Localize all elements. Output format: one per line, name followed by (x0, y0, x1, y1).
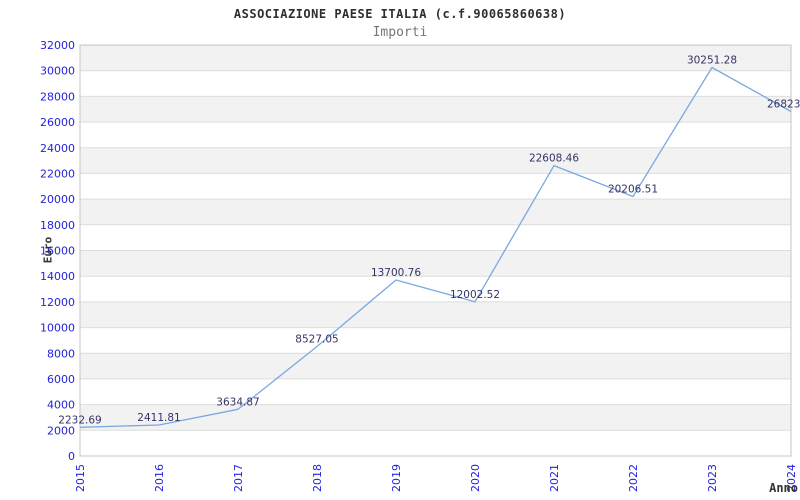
plot-border (79, 44, 792, 457)
x-tick-label: 2019 (390, 464, 403, 492)
y-tick-label: 14000 (40, 270, 75, 283)
y-tick-label: 26000 (40, 116, 75, 129)
x-tick-label: 2023 (706, 464, 719, 492)
data-label: 13700.76 (371, 267, 421, 279)
grid-band (80, 199, 791, 225)
y-axis-title: Euro (41, 236, 55, 264)
x-axis-title: Anno (769, 481, 798, 495)
y-tick-label: 8000 (47, 347, 75, 360)
y-tick-label: 20000 (40, 193, 75, 206)
x-tick-label: 2016 (153, 464, 166, 492)
grid-band (80, 301, 791, 328)
x-tick-label: 2018 (311, 464, 324, 492)
grid-band (80, 250, 791, 277)
grid-band (80, 45, 791, 71)
data-label: 8527.05 (295, 334, 338, 346)
y-tick-label: 30000 (40, 65, 75, 78)
x-tick-label: 2022 (627, 464, 640, 492)
y-tick-label: 12000 (40, 296, 75, 309)
grid-band (80, 404, 791, 431)
grid-band (80, 147, 791, 174)
x-tick-label: 2021 (548, 464, 561, 492)
y-tick-label: 32000 (40, 39, 75, 52)
data-label: 30251.28 (687, 55, 737, 67)
y-tick-label: 0 (68, 450, 75, 463)
y-tick-label: 18000 (40, 219, 75, 232)
data-label: 2232.69 (58, 414, 101, 426)
data-label: 20206.51 (608, 184, 658, 196)
x-tick-label: 2024 (785, 464, 798, 492)
chart-subtitle: Importi (372, 25, 428, 40)
grid-band (80, 353, 791, 379)
data-label: 26823. (767, 99, 800, 111)
y-tick-label: 22000 (40, 167, 75, 180)
series-line (79, 66, 792, 428)
x-tick-label: 2020 (469, 464, 482, 492)
y-tick-label: 10000 (40, 322, 75, 335)
x-tick-label: 2017 (232, 464, 245, 492)
data-label: 2411.81 (137, 412, 180, 424)
y-tick-label: 16000 (40, 245, 75, 258)
data-label: 3634.87 (216, 396, 259, 408)
y-tick-label: 4000 (47, 399, 75, 412)
y-tick-label: 28000 (40, 90, 75, 103)
data-label: 12002.52 (450, 289, 500, 301)
chart-title: ASSOCIAZIONE PAESE ITALIA (c.f.900658606… (233, 7, 567, 21)
grid-band (80, 96, 791, 123)
y-tick-label: 6000 (47, 373, 75, 386)
data-label: 22608.46 (529, 153, 579, 165)
y-tick-label: 24000 (40, 142, 75, 155)
y-tick-label: 2000 (47, 424, 75, 437)
x-tick-label: 2015 (74, 464, 87, 492)
